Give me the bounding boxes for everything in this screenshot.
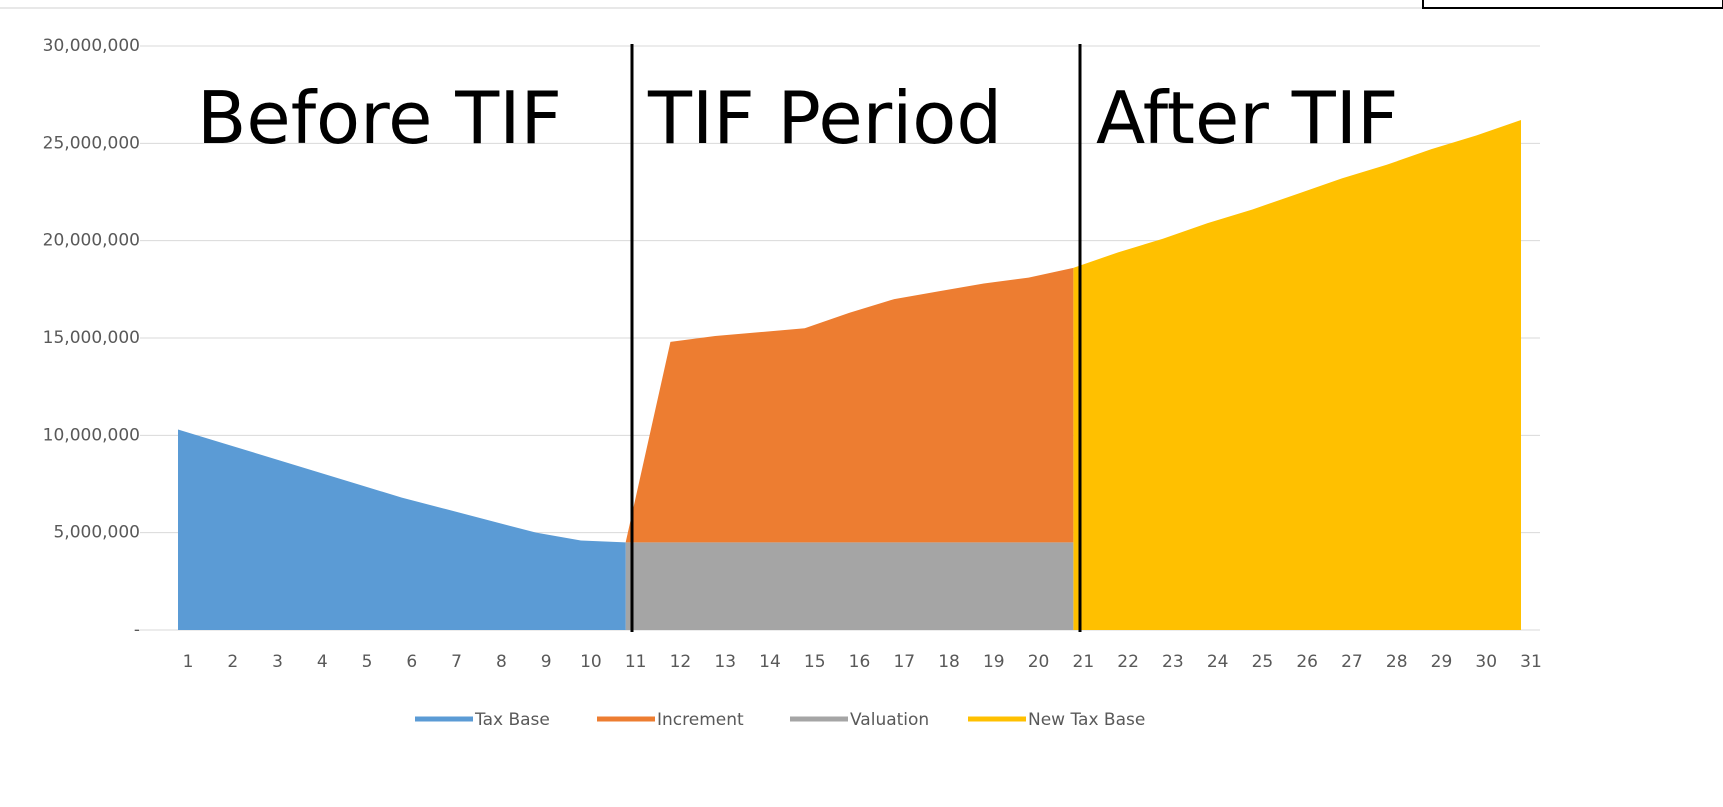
annotation: Before TIF: [197, 76, 562, 160]
legend-label: Increment: [657, 710, 744, 730]
x-tick-label: 30: [1475, 652, 1497, 672]
x-tick-label: 5: [362, 652, 373, 672]
area: [625, 267, 1074, 543]
x-tick-label: 8: [496, 652, 507, 672]
y-tick-label: -: [134, 620, 140, 640]
y-tick-label: 25,000,000: [43, 133, 140, 153]
x-tick-label: 12: [670, 652, 692, 672]
x-tick-label: 9: [541, 652, 552, 672]
y-tick-label: 5,000,000: [53, 523, 140, 543]
x-tick-label: 21: [1073, 652, 1095, 672]
x-tick-label: 6: [406, 652, 417, 672]
x-tick-label: 16: [849, 652, 871, 672]
x-tick-label: 25: [1252, 652, 1274, 672]
x-tick-label: 2: [227, 652, 238, 672]
annotation: After TIF: [1096, 76, 1398, 160]
area: [178, 429, 626, 630]
frame-box: [1422, 0, 1723, 9]
area: [625, 542, 1074, 630]
x-tick-label: 11: [625, 652, 647, 672]
y-tick-label: 10,000,000: [43, 425, 140, 445]
x-tick-label: 17: [893, 652, 915, 672]
x-tick-label: 23: [1162, 652, 1184, 672]
x-tick-label: 29: [1431, 652, 1453, 672]
legend-label: New Tax Base: [1028, 710, 1145, 730]
x-tick-label: 4: [317, 652, 328, 672]
x-tick-label: 28: [1386, 652, 1408, 672]
x-tick-label: 18: [938, 652, 960, 672]
x-tick-label: 1: [183, 652, 194, 672]
x-tick-label: 22: [1117, 652, 1139, 672]
y-tick-label: 30,000,000: [43, 36, 140, 56]
area: [1073, 119, 1521, 631]
x-tick-label: 15: [804, 652, 826, 672]
x-tick-label: 20: [1028, 652, 1050, 672]
x-tick-label: 14: [759, 652, 781, 672]
x-tick-label: 13: [714, 652, 736, 672]
x-tick-label: 27: [1341, 652, 1363, 672]
x-tick-label: 19: [983, 652, 1005, 672]
x-tick-label: 24: [1207, 652, 1229, 672]
areas: [178, 119, 1521, 631]
legend-label: Valuation: [850, 710, 929, 730]
x-tick-label: 31: [1520, 652, 1542, 672]
x-tick-label: 3: [272, 652, 283, 672]
x-tick-label: 10: [580, 652, 602, 672]
annotation: TIF Period: [647, 76, 1002, 160]
y-tick-label: 15,000,000: [43, 328, 140, 348]
labels: - 5,000,000 10,000,000 15,000,000 20,000,000…: [43, 36, 1542, 730]
x-tick-label: 26: [1296, 652, 1318, 672]
x-tick-label: 7: [451, 652, 462, 672]
y-tick-label: 20,000,000: [43, 231, 140, 251]
legend-label: Tax Base: [474, 710, 550, 730]
